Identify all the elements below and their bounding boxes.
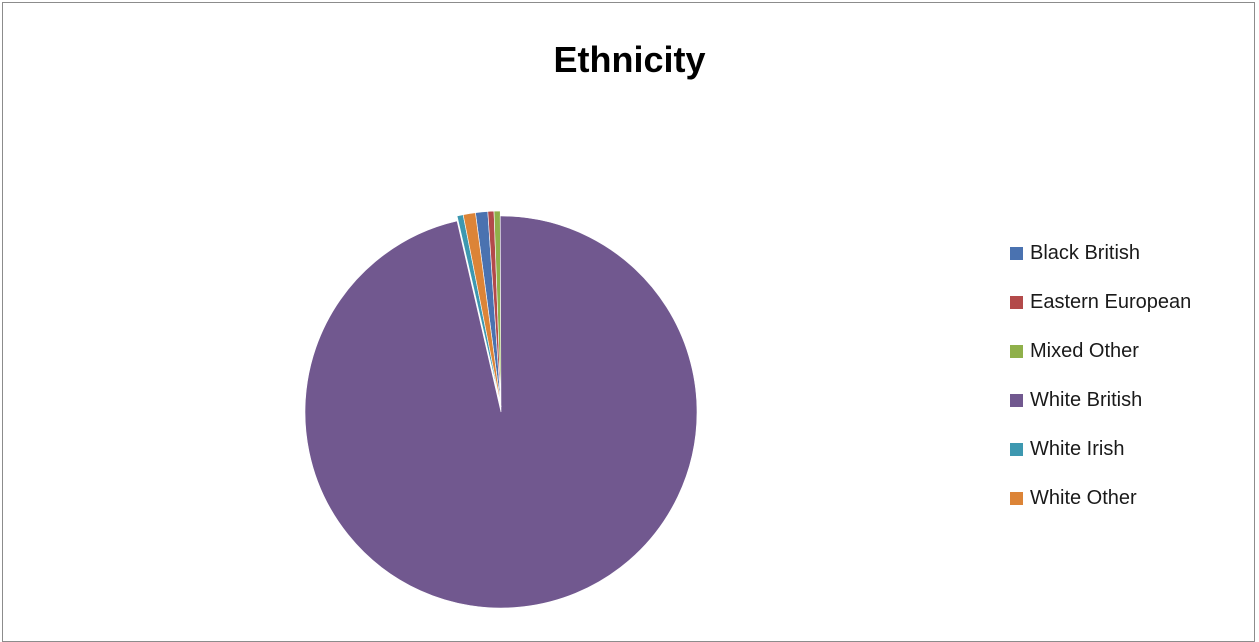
legend-swatch [1010,296,1023,309]
legend-item-mixed-other: Mixed Other [1010,327,1191,376]
legend-item-white-other: White Other [1010,474,1191,523]
legend-label: White British [1030,389,1143,411]
legend-item-white-british: White British [1010,376,1191,425]
legend-label: Eastern European [1030,291,1192,313]
legend-label: White Other [1030,487,1137,509]
legend-swatch [1010,443,1023,456]
pie-slice-mixed-other [493,210,502,408]
legend-swatch [1010,394,1023,407]
legend-swatch [1010,492,1023,505]
legend-item-white-irish: White Irish [1010,425,1191,474]
legend-swatch [1010,345,1023,358]
legend-label: Mixed Other [1030,340,1139,362]
legend-label: Black British [1030,242,1141,264]
legend-item-eastern-european: Eastern European [1010,278,1191,327]
legend-label: White Irish [1030,438,1125,460]
chart-title: Ethnicity [553,39,706,80]
legend-item-black-british: Black British [1010,229,1191,278]
legend-swatch [1010,247,1023,260]
pie-slice-white-other [462,212,502,408]
legend: Black British Eastern European Mixed Other… [1010,229,1191,523]
pie-slice-white-british [304,215,698,609]
